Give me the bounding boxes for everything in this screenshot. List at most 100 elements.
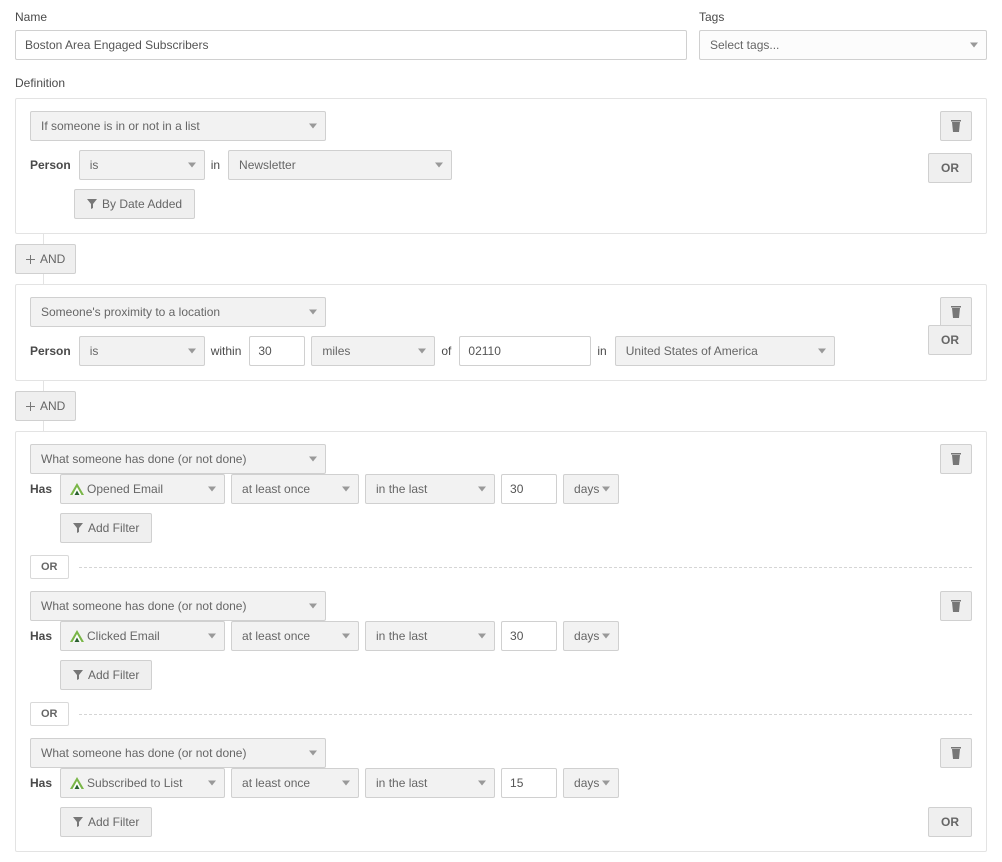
chevron-down-icon (309, 124, 317, 129)
in-label: in (597, 344, 606, 358)
chevron-down-icon (970, 43, 978, 48)
chevron-down-icon (208, 634, 216, 639)
zip-input[interactable] (459, 336, 591, 366)
event-select[interactable]: Subscribed to List (60, 768, 225, 798)
chevron-down-icon (435, 163, 443, 168)
or-pill[interactable]: OR (30, 702, 69, 726)
chevron-down-icon (418, 349, 426, 354)
trash-icon (951, 453, 961, 465)
name-label: Name (15, 10, 687, 24)
timeunit-select[interactable]: days (563, 768, 619, 798)
delete-subblock-button[interactable] (940, 591, 972, 621)
delete-subblock-button[interactable] (940, 738, 972, 768)
dashed-line (79, 567, 973, 568)
delete-subblock-button[interactable] (940, 444, 972, 474)
and-button[interactable]: AND (15, 244, 76, 274)
add-filter-button[interactable]: Add Filter (60, 807, 152, 837)
person-label: Person (30, 158, 71, 172)
name-field-group: Name (15, 10, 687, 60)
chevron-down-icon (208, 781, 216, 786)
filter-icon (87, 199, 97, 209)
is-select[interactable]: is (79, 336, 205, 366)
unit-select[interactable]: miles (311, 336, 435, 366)
chevron-down-icon (478, 781, 486, 786)
condition-type-select[interactable]: What someone has done (or not done) (30, 591, 326, 621)
or-divider: OR (30, 555, 972, 579)
chevron-down-icon (309, 604, 317, 609)
add-filter-button[interactable]: Add Filter (60, 660, 152, 690)
timeunit-select[interactable]: days (563, 474, 619, 504)
count-input[interactable] (501, 768, 557, 798)
chevron-down-icon (818, 349, 826, 354)
chevron-down-icon (342, 634, 350, 639)
frequency-select[interactable]: at least once (231, 768, 359, 798)
chevron-down-icon (478, 634, 486, 639)
condition-type-select[interactable]: If someone is in or not in a list (30, 111, 326, 141)
by-date-added-button[interactable]: By Date Added (74, 189, 195, 219)
or-pill[interactable]: OR (30, 555, 69, 579)
event-select[interactable]: Clicked Email (60, 621, 225, 651)
tags-field-group: Tags Select tags... (699, 10, 987, 60)
delete-block-button[interactable] (940, 297, 972, 327)
filter-icon (73, 670, 83, 680)
chevron-down-icon (602, 487, 610, 492)
condition-block-proximity: Someone's proximity to a location Person… (15, 284, 987, 381)
country-select[interactable]: United States of America (615, 336, 835, 366)
connector-line (43, 381, 987, 391)
radius-input[interactable] (249, 336, 305, 366)
condition-type-select[interactable]: What someone has done (or not done) (30, 738, 326, 768)
timewindow-select[interactable]: in the last (365, 621, 495, 651)
plus-icon (26, 402, 35, 411)
connector-line (43, 234, 987, 244)
trash-icon (951, 120, 961, 132)
header-fields: Name Tags Select tags... (15, 10, 987, 60)
chevron-down-icon (478, 487, 486, 492)
count-input[interactable] (501, 474, 557, 504)
in-label: in (211, 158, 220, 172)
within-label: within (211, 344, 242, 358)
trash-icon (951, 747, 961, 759)
delete-block-button[interactable] (940, 111, 972, 141)
klaviyo-icon (69, 481, 85, 497)
dashed-line (79, 714, 973, 715)
filter-icon (73, 817, 83, 827)
connector-line (43, 274, 987, 284)
trash-icon (951, 600, 961, 612)
condition-block-list: If someone is in or not in a list Person… (15, 98, 987, 234)
chevron-down-icon (602, 781, 610, 786)
chevron-down-icon (342, 487, 350, 492)
condition-type-select[interactable]: Someone's proximity to a location (30, 297, 326, 327)
chevron-down-icon (208, 487, 216, 492)
or-divider: OR (30, 702, 972, 726)
chevron-down-icon (342, 781, 350, 786)
connector-line (43, 421, 987, 431)
frequency-select[interactable]: at least once (231, 621, 359, 651)
or-button[interactable]: OR (928, 153, 972, 183)
timeunit-select[interactable]: days (563, 621, 619, 651)
plus-icon (26, 255, 35, 264)
or-button[interactable]: OR (928, 325, 972, 355)
trash-icon (951, 306, 961, 318)
add-filter-button[interactable]: Add Filter (60, 513, 152, 543)
frequency-select[interactable]: at least once (231, 474, 359, 504)
and-button[interactable]: AND (15, 391, 76, 421)
or-button[interactable]: OR (928, 807, 972, 837)
chevron-down-icon (188, 349, 196, 354)
timewindow-select[interactable]: in the last (365, 474, 495, 504)
klaviyo-icon (69, 775, 85, 791)
has-label: Has (30, 482, 52, 496)
condition-type-select[interactable]: What someone has done (or not done) (30, 444, 326, 474)
list-select[interactable]: Newsletter (228, 150, 452, 180)
condition-block-behavior: What someone has done (or not done) Has … (15, 431, 987, 852)
definition-label: Definition (15, 76, 987, 90)
count-input[interactable] (501, 621, 557, 651)
chevron-down-icon (309, 751, 317, 756)
event-select[interactable]: Opened Email (60, 474, 225, 504)
klaviyo-icon (69, 628, 85, 644)
chevron-down-icon (309, 310, 317, 315)
is-select[interactable]: is (79, 150, 205, 180)
timewindow-select[interactable]: in the last (365, 768, 495, 798)
tags-select[interactable]: Select tags... (699, 30, 987, 60)
chevron-down-icon (309, 457, 317, 462)
name-input[interactable] (15, 30, 687, 60)
